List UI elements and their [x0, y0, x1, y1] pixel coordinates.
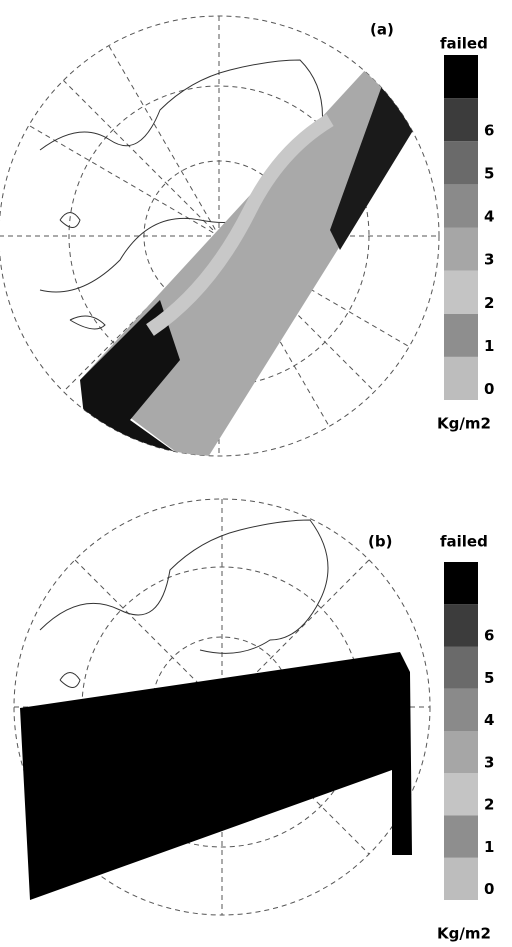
- colorbar-segment: [444, 184, 478, 227]
- colorbar-title: failed: [440, 533, 488, 551]
- colorbar-tick-label: 0: [484, 380, 494, 398]
- colorbar-segment: [444, 858, 478, 900]
- colorbar-tick-label: 3: [484, 251, 494, 269]
- colorbar-tick-label: 6: [484, 121, 494, 139]
- colorbar-segment: [444, 228, 478, 271]
- colorbar-segment: [444, 689, 478, 731]
- colorbar-segment: [444, 604, 478, 646]
- colorbar-segment: [444, 55, 478, 98]
- colorbar-segment: [444, 731, 478, 773]
- colorbar-segment: [444, 314, 478, 357]
- colorbar-segment: [444, 816, 478, 858]
- colorbar-tick-label: 4: [484, 711, 494, 729]
- figure: (a) failed 0 1 2 3 4 5 6 Kg/m2 (b) failed 0 1 2 3 4 5 6 Kg/…: [0, 0, 512, 947]
- colorbar-tick-label: 3: [484, 753, 494, 771]
- colorbar-tick-label: 1: [484, 838, 494, 856]
- panel-label: (b): [368, 533, 392, 551]
- colorbar-segment: [444, 271, 478, 314]
- colorbar-segment: [444, 141, 478, 184]
- colorbar-segment: [444, 98, 478, 141]
- colorbar-tick-label: 5: [484, 164, 494, 182]
- map-a: [0, 16, 450, 470]
- colorbar-segment: [444, 562, 478, 604]
- colorbar-tick-label: 2: [484, 796, 494, 814]
- colorbar-tick-label: 1: [484, 337, 494, 355]
- colorbar-tick-label: 4: [484, 208, 494, 226]
- colorbar-tick-label: 2: [484, 294, 494, 312]
- colorbar-segment: [444, 773, 478, 815]
- colorbar-tick-label: 6: [484, 627, 494, 645]
- panel-label: (a): [370, 21, 394, 39]
- colorbar-segment: [444, 647, 478, 689]
- colorbar-segment: [444, 357, 478, 400]
- map-b: [14, 499, 430, 915]
- colorbar-unit: Kg/m2: [437, 415, 491, 433]
- colorbar-tick-label: 0: [484, 880, 494, 898]
- colorbar-unit: Kg/m2: [437, 925, 491, 943]
- colorbar-title: failed: [440, 35, 488, 53]
- colorbar-tick-label: 5: [484, 669, 494, 687]
